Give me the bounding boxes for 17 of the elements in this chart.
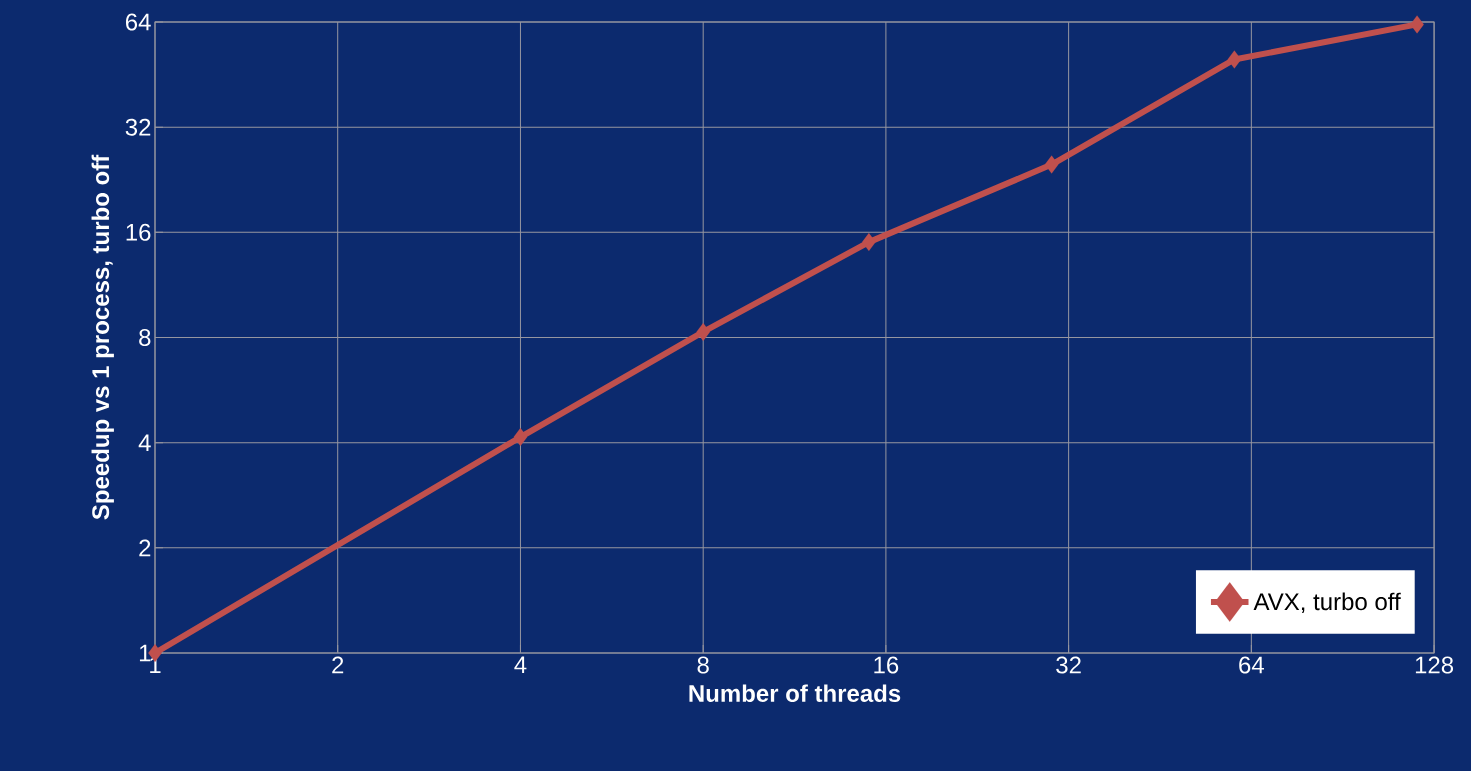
y-tick-label: 64	[126, 13, 151, 31]
y-tick-label: 16	[126, 223, 151, 241]
y-tick-label: 32	[125, 118, 151, 136]
x-tick-label: 2	[332, 656, 344, 674]
x-axis-title: Number of threads	[689, 684, 901, 703]
x-tick-label: 64	[1239, 656, 1264, 674]
legend-label: AVX, turbo off	[1253, 592, 1401, 614]
y-tick-label: 1	[139, 644, 151, 662]
x-tick-label: 128	[1415, 656, 1454, 674]
x-tick-label: 16	[874, 656, 899, 674]
x-tick-label: 32	[1056, 656, 1081, 674]
y-tick-label: 4	[138, 434, 151, 451]
y-axis-title: Speedup vs 1 process, turbo off	[91, 154, 114, 520]
y-tick-label: 8	[139, 329, 151, 346]
x-tick-label: 4	[514, 656, 527, 674]
x-tick-label: 8	[697, 656, 709, 674]
y-tick-label: 2	[139, 539, 151, 557]
